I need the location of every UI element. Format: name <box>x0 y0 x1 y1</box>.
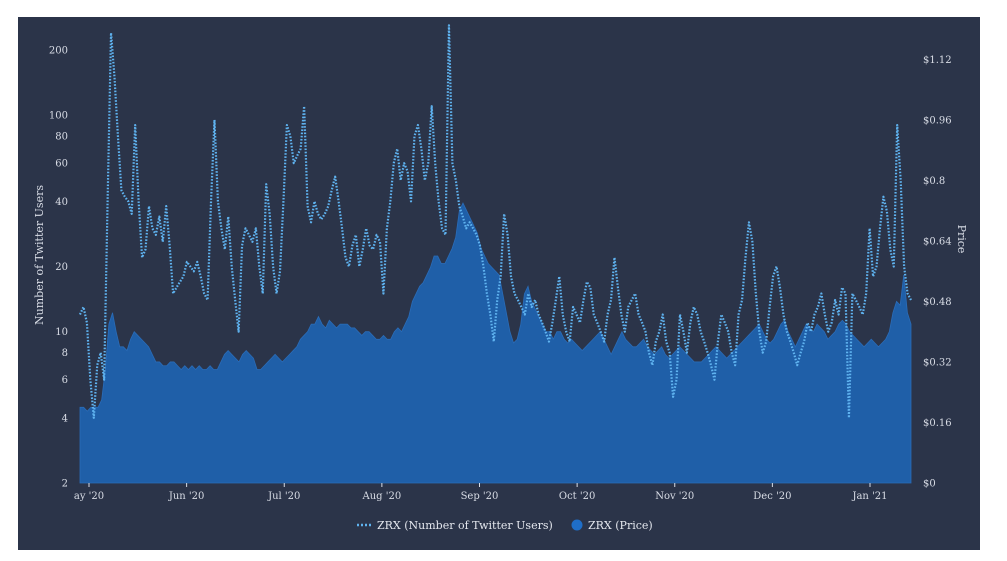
x-tick-label: Nov '20 <box>655 491 694 502</box>
chart-panel: 2 4 6 8 10 20 40 60 80 100 200 $0 $0.16 $0.32 $0.48 $0… <box>18 17 980 550</box>
left-axis-ticks: 2 4 6 8 10 20 40 60 80 100 200 <box>49 45 68 489</box>
x-tick-label: Dec '20 <box>753 491 791 502</box>
left-tick-label: 20 <box>55 262 68 273</box>
left-tick-label: 40 <box>55 197 68 208</box>
left-tick-label: 10 <box>55 327 68 338</box>
x-tick-label: Aug '20 <box>362 491 402 502</box>
right-tick-label: $1.12 <box>923 55 952 66</box>
x-tick-label: Jan '21 <box>851 491 887 502</box>
left-tick-label: 80 <box>55 132 68 143</box>
twitter-users-line <box>79 24 912 419</box>
x-tick-label: Sep '20 <box>461 491 499 502</box>
right-tick-label: $0.96 <box>923 115 952 126</box>
right-axis-ticks: $0 $0.16 $0.32 $0.48 $0.64 $0.8 $0.96 $1.12 <box>923 55 952 490</box>
right-axis-title: Price <box>955 225 968 254</box>
right-tick-label: $0.8 <box>923 176 945 187</box>
x-tick-label: Oct '20 <box>559 491 595 502</box>
right-tick-label: $0 <box>923 479 936 490</box>
price-area <box>79 202 912 484</box>
right-tick-label: $0.48 <box>923 297 952 308</box>
legend-price-swatch <box>571 519 583 531</box>
legend-twitter-label: ZRX (Number of Twitter Users) <box>377 519 553 532</box>
left-tick-label: 2 <box>62 479 68 490</box>
right-tick-label: $0.32 <box>923 357 952 368</box>
left-tick-label: 4 <box>62 413 68 424</box>
price-area-layer <box>79 202 912 484</box>
legend: ZRX (Number of Twitter Users) ZRX (Price… <box>357 519 653 532</box>
x-tick-label: Jun '20 <box>168 491 205 502</box>
x-tick-label: Jul '20 <box>267 491 300 502</box>
twitter-line-layer <box>79 24 912 419</box>
left-tick-label: 8 <box>62 348 68 359</box>
left-tick-label: 60 <box>55 159 68 170</box>
x-tick-label: ay '20 <box>74 491 104 502</box>
right-tick-label: $0.64 <box>923 236 952 247</box>
legend-price-label: ZRX (Price) <box>588 519 653 532</box>
left-axis-title: Number of Twitter Users <box>33 185 46 325</box>
left-tick-label: 6 <box>62 375 68 386</box>
left-tick-label: 100 <box>49 111 68 122</box>
left-tick-label: 200 <box>49 45 68 56</box>
right-tick-label: $0.16 <box>923 418 952 429</box>
x-axis-ticks: ay '20 Jun '20 Jul '20 Aug '20 Sep '20 Oct '2… <box>74 483 888 502</box>
